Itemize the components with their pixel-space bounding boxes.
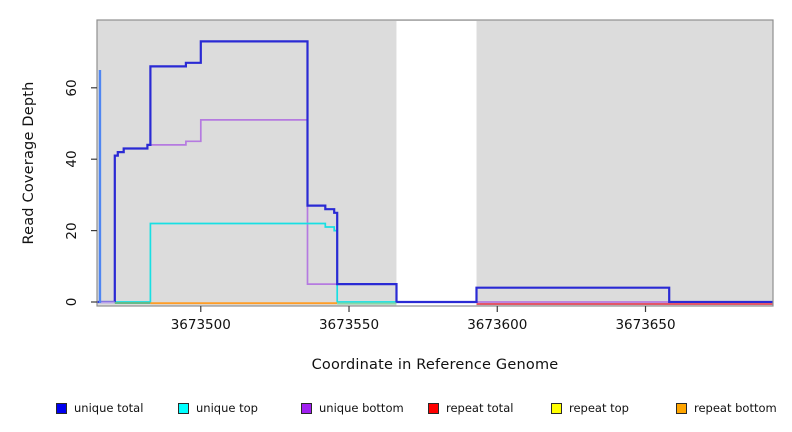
- y-tick-label-40: 40: [64, 150, 80, 168]
- legend-label: repeat total: [446, 401, 514, 415]
- masked-region: [396, 21, 477, 306]
- x-tick-label-3673500: 3673500: [170, 317, 231, 333]
- legend-label: unique total: [74, 401, 144, 415]
- legend-item-repeat-top: repeat top: [551, 399, 629, 417]
- series-line-unique-top: [97, 222, 397, 303]
- legend-item-repeat-total: repeat total: [428, 399, 513, 417]
- legend-item-unique-total: unique total: [56, 399, 143, 417]
- legend-label: repeat top: [569, 401, 629, 415]
- legend: unique total unique top unique bottom repea…: [0, 399, 792, 419]
- x-axis-title: Coordinate in Reference Genome: [311, 357, 559, 373]
- y-axis-title: Read Coverage Depth: [21, 81, 37, 245]
- legend-swatch-icon: [56, 402, 67, 414]
- legend-label: unique bottom: [319, 401, 404, 415]
- legend-label: repeat bottom: [694, 401, 777, 415]
- plot-border: [96, 19, 774, 307]
- y-tick-label-60: 60: [64, 79, 80, 97]
- legend-swatch-icon: [428, 402, 439, 414]
- series-line-unique-total: [97, 40, 773, 304]
- x-tick-label-3673650: 3673650: [615, 317, 676, 333]
- legend-label: unique top: [196, 401, 258, 415]
- legend-swatch-icon: [551, 402, 562, 414]
- legend-item-unique-top: unique top: [178, 399, 258, 417]
- x-tick-label-3673600: 3673600: [467, 317, 528, 333]
- y-tick-label-20: 20: [64, 222, 80, 240]
- legend-item-repeat-bottom: repeat bottom: [676, 399, 777, 417]
- legend-swatch-icon: [178, 402, 189, 414]
- legend-swatch-icon: [676, 402, 687, 414]
- x-tick-label-3673550: 3673550: [318, 317, 380, 333]
- y-tick-label-0: 0: [64, 297, 80, 307]
- legend-swatch-icon: [301, 402, 312, 414]
- legend-item-unique-bottom: unique bottom: [301, 399, 404, 417]
